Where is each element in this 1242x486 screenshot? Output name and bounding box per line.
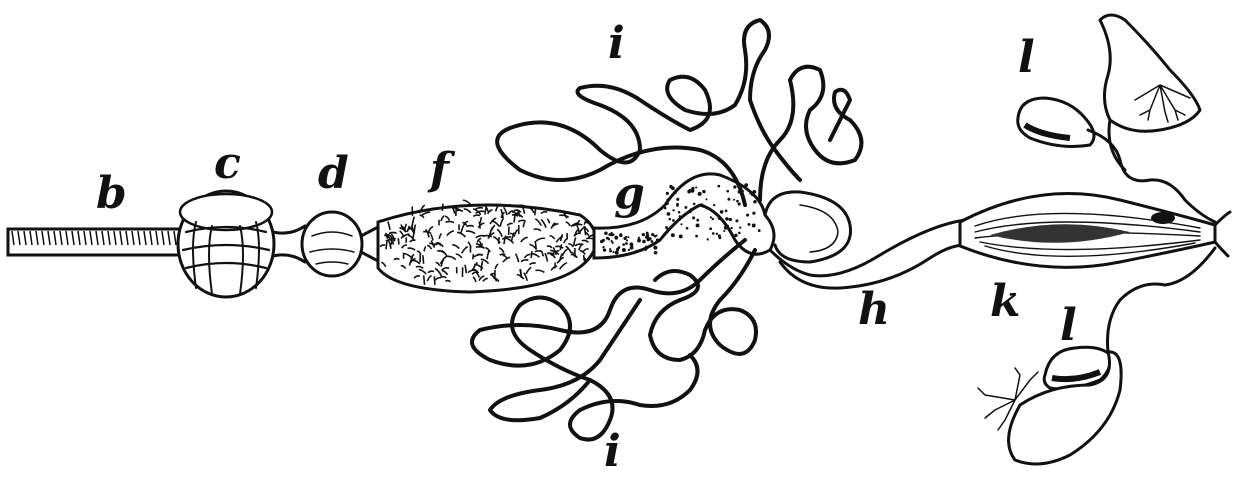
part-i-tubules-top — [495, 18, 864, 207]
label-f: f — [430, 144, 449, 195]
part-l-gland-top — [1016, 13, 1217, 224]
neck-c-d — [271, 224, 307, 264]
label-i-bottom: i — [604, 426, 621, 477]
label-d: d — [318, 148, 349, 199]
part-f-ventricle — [376, 199, 598, 294]
label-c: c — [214, 138, 241, 189]
part-d-gizzard — [300, 210, 364, 278]
label-g: g — [614, 168, 645, 219]
label-l-top: l — [1018, 32, 1035, 83]
part-l-gland-bottom — [977, 246, 1217, 466]
label-h: h — [858, 284, 890, 335]
part-i-tubules-bottom — [470, 238, 758, 442]
part-h-colon — [763, 190, 967, 290]
part-c-bulb — [176, 189, 276, 299]
label-l-bottom: l — [1060, 300, 1077, 351]
part-b-tube — [6, 227, 192, 257]
part-k-rectum — [958, 192, 1232, 269]
label-k: k — [990, 276, 1021, 327]
label-i-top: i — [608, 18, 625, 69]
label-b: b — [96, 168, 127, 219]
part-g-ileum — [592, 172, 776, 260]
